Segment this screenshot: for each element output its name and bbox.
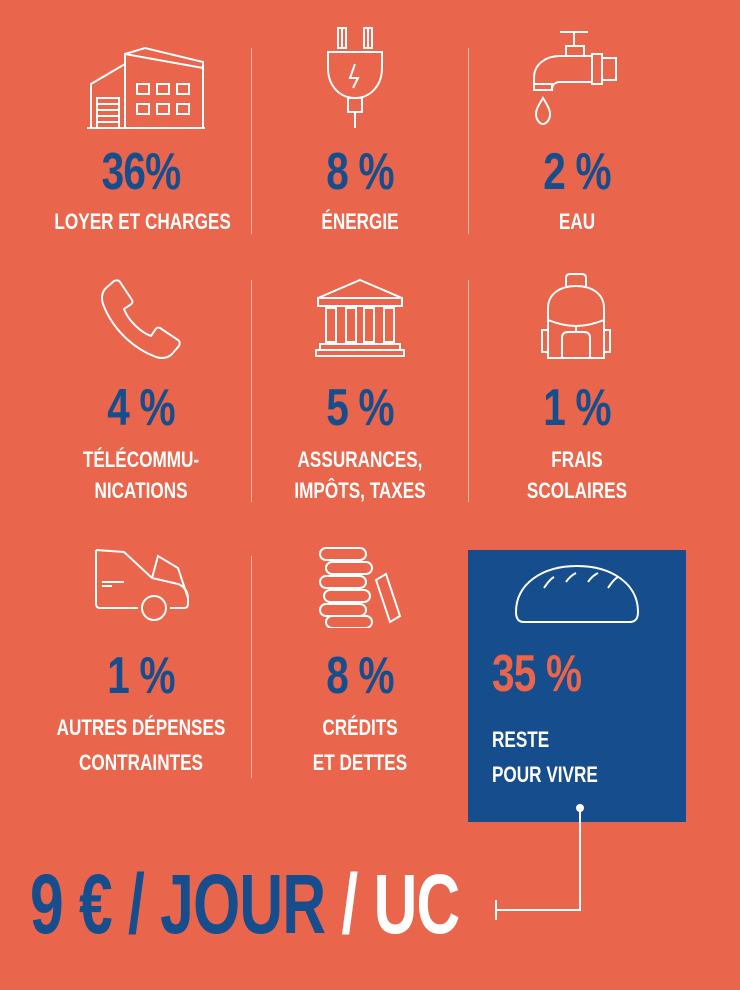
divider	[468, 48, 469, 234]
bread-icon	[514, 562, 640, 626]
backpack-icon	[540, 272, 612, 360]
percent-value: 2 %	[543, 143, 611, 201]
expense-label: SCOLAIRES	[526, 478, 628, 503]
percent-value: 1 %	[107, 647, 175, 705]
faucet-icon	[526, 28, 622, 126]
percent-value: 5 %	[326, 379, 394, 437]
divider	[468, 280, 469, 502]
house-icon	[85, 44, 207, 130]
percent-value: 8 %	[326, 143, 394, 201]
percent-value: 36%	[101, 143, 182, 201]
expense-item-credits: 8 % CRÉDITS ET DETTES	[252, 540, 468, 800]
expense-label: AUTRES DÉPENSES	[56, 715, 226, 740]
expense-item-telecom: 4 % TÉLÉCOMMU- NICATIONS	[30, 270, 252, 530]
expense-label: TÉLÉCOMMU-	[82, 447, 200, 472]
expense-item-water: 2 % EAU	[468, 0, 686, 260]
divider	[251, 280, 252, 502]
expense-item-other: 1 % AUTRES DÉPENSES CONTRAINTES	[30, 540, 252, 800]
bank-building-icon	[314, 278, 406, 358]
expense-label: POUR VIVRE	[491, 762, 598, 787]
expense-label: NICATIONS	[94, 478, 188, 503]
expense-label: EAU	[558, 209, 596, 234]
expense-label: LOYER ET CHARGES	[54, 209, 231, 234]
percent-value: 4 %	[107, 379, 175, 437]
expense-item-rent: 36% LOYER ET CHARGES	[30, 0, 252, 260]
coin-stack-icon	[316, 546, 402, 628]
divider	[251, 556, 252, 778]
expense-label: CONTRAINTES	[79, 750, 203, 775]
expense-label: ET DETTES	[312, 750, 408, 775]
expense-label: ASSURANCES,	[297, 447, 423, 472]
car-icon	[94, 546, 192, 626]
highlight-box-remaining: 35 % RESTE POUR VIVRE	[468, 550, 686, 822]
expense-label: FRAIS	[551, 447, 603, 472]
daily-budget-summary: 9 € / JOUR / UC	[30, 862, 460, 946]
expense-item-energy: 8 % ÉNERGIE	[252, 0, 468, 260]
percent-value: 8 %	[326, 647, 394, 705]
divider	[251, 48, 252, 234]
percent-value: 35 %	[491, 645, 582, 703]
expense-label: IMPÔTS, TAXES	[294, 478, 426, 503]
plug-icon	[324, 26, 386, 130]
phone-icon	[100, 278, 182, 360]
expense-label: RESTE	[491, 727, 550, 752]
expense-label: ÉNERGIE	[321, 209, 399, 234]
summary-amount: 9 € / JOUR	[30, 857, 342, 951]
summary-unit: / UC	[341, 857, 460, 951]
percent-value: 1 %	[543, 379, 611, 437]
expense-item-school: 1 % FRAIS SCOLAIRES	[468, 270, 686, 530]
expense-label: CRÉDITS	[322, 715, 398, 740]
expense-item-insurance: 5 % ASSURANCES, IMPÔTS, TAXES	[252, 270, 468, 530]
